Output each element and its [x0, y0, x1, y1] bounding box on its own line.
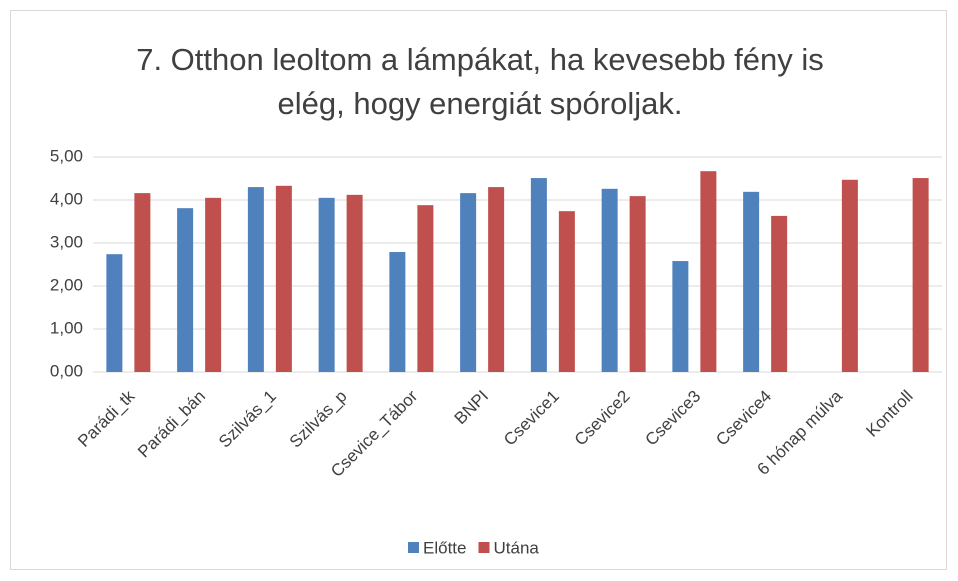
y-tick-label: 1,00 — [50, 318, 83, 337]
bar — [346, 194, 363, 372]
bar — [247, 187, 264, 372]
bar — [106, 254, 123, 372]
y-tick-label: 4,00 — [50, 189, 83, 208]
bar — [558, 211, 575, 372]
chart-border — [10, 10, 947, 570]
bar — [743, 191, 760, 372]
bar — [177, 208, 194, 372]
bar — [205, 197, 222, 372]
bar — [672, 261, 689, 372]
legend-label: Előtte — [423, 538, 466, 557]
bar — [275, 185, 292, 372]
y-tick-label: 0,00 — [50, 361, 83, 380]
legend-label: Utána — [493, 538, 539, 557]
chart-title: 7. Otthon leoltom a lámpákat, ha keveseb… — [136, 42, 824, 121]
bar — [134, 193, 151, 372]
bar — [771, 215, 788, 372]
bar — [318, 197, 335, 372]
y-tick-label: 3,00 — [50, 232, 83, 251]
bar — [389, 252, 406, 372]
bar — [700, 171, 717, 372]
bar — [460, 193, 477, 372]
y-tick-label: 2,00 — [50, 275, 83, 294]
bar — [601, 188, 618, 372]
bar — [841, 179, 858, 372]
bar — [488, 187, 505, 372]
legend-swatch — [408, 542, 419, 553]
bar — [629, 196, 646, 372]
bar — [912, 178, 929, 372]
bar — [530, 178, 547, 372]
bar — [417, 205, 434, 372]
legend-swatch — [478, 542, 490, 553]
y-tick-label: 5,00 — [50, 146, 83, 165]
